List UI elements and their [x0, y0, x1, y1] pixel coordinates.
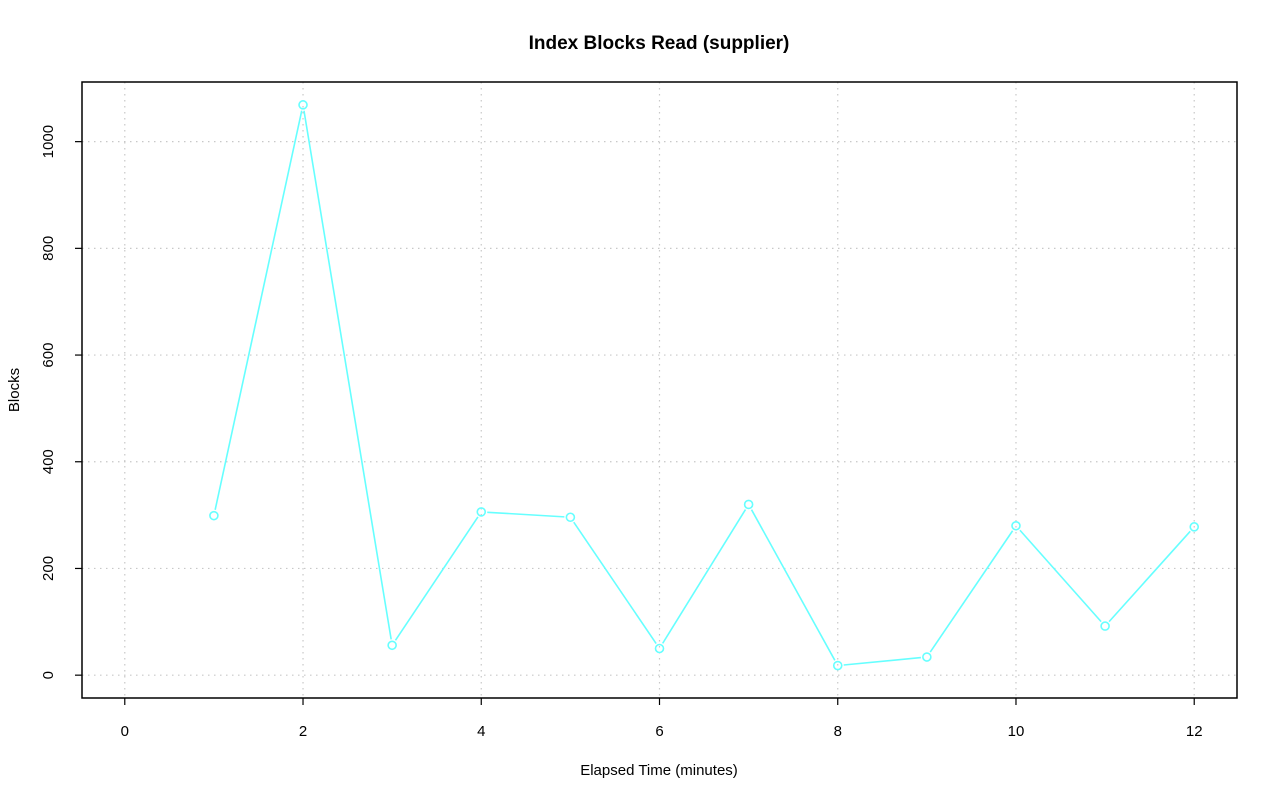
- data-point: [476, 507, 487, 517]
- x-axis-label: Elapsed Time (minutes): [580, 762, 738, 779]
- series-line-segment: [487, 511, 565, 518]
- y-tick-label: 200: [40, 556, 57, 581]
- series-line-segment: [573, 521, 657, 644]
- series-line-segment: [661, 509, 747, 644]
- y-tick-label: 0: [40, 671, 57, 679]
- series-line-segment: [750, 509, 836, 661]
- data-point: [565, 512, 576, 523]
- y-tick-label: 400: [40, 449, 57, 474]
- data-point: [832, 660, 843, 671]
- x-tick-label: 6: [655, 723, 663, 740]
- data-point: [654, 643, 665, 654]
- data-point: [1011, 520, 1021, 531]
- data-point: [387, 640, 397, 651]
- series-line-segment: [394, 516, 479, 641]
- data-point: [743, 499, 754, 510]
- plot-frame: [81, 81, 1238, 699]
- x-tick-label: 12: [1186, 723, 1203, 740]
- x-tick-label: 0: [121, 723, 129, 740]
- data-point: [209, 510, 219, 521]
- data-point: [298, 100, 308, 110]
- data-point: [922, 652, 932, 662]
- series-line-segment: [843, 656, 921, 666]
- x-tick-label: 2: [299, 723, 307, 740]
- series-line-segment: [929, 530, 1014, 653]
- series-line-segment: [1108, 530, 1191, 623]
- y-tick-label: 1000: [40, 125, 57, 158]
- grid-lines: [82, 82, 1237, 698]
- x-tick-label: 4: [477, 723, 485, 740]
- y-axis: 0 200 400 600 800 1000: [40, 125, 82, 679]
- series-line-segment: [214, 110, 303, 510]
- x-axis: 0 2 4 6 8 10 12: [121, 698, 1203, 740]
- data-point: [1189, 522, 1200, 532]
- y-axis-label: Blocks: [6, 368, 23, 412]
- chart-title: Index Blocks Read (supplier): [529, 33, 790, 54]
- series-line-segment: [303, 110, 392, 640]
- data-series: [209, 100, 1200, 671]
- x-tick-label: 10: [1008, 723, 1025, 740]
- y-tick-label: 800: [40, 236, 57, 261]
- x-tick-label: 8: [834, 723, 842, 740]
- series-line-segment: [1019, 529, 1102, 623]
- y-tick-label: 600: [40, 343, 57, 368]
- data-point: [1100, 621, 1110, 631]
